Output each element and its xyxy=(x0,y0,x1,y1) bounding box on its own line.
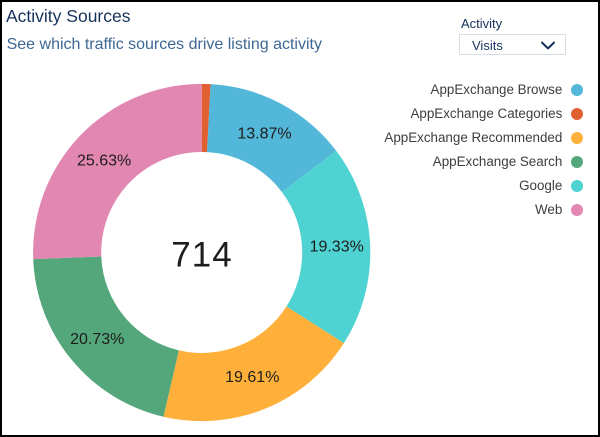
svg-text:19.61%: 19.61% xyxy=(225,369,279,386)
svg-text:13.87%: 13.87% xyxy=(237,126,291,143)
svg-text:714: 714 xyxy=(171,236,232,275)
svg-text:19.33%: 19.33% xyxy=(310,239,364,256)
svg-text:25.63%: 25.63% xyxy=(77,153,131,170)
svg-text:20.73%: 20.73% xyxy=(70,331,124,348)
